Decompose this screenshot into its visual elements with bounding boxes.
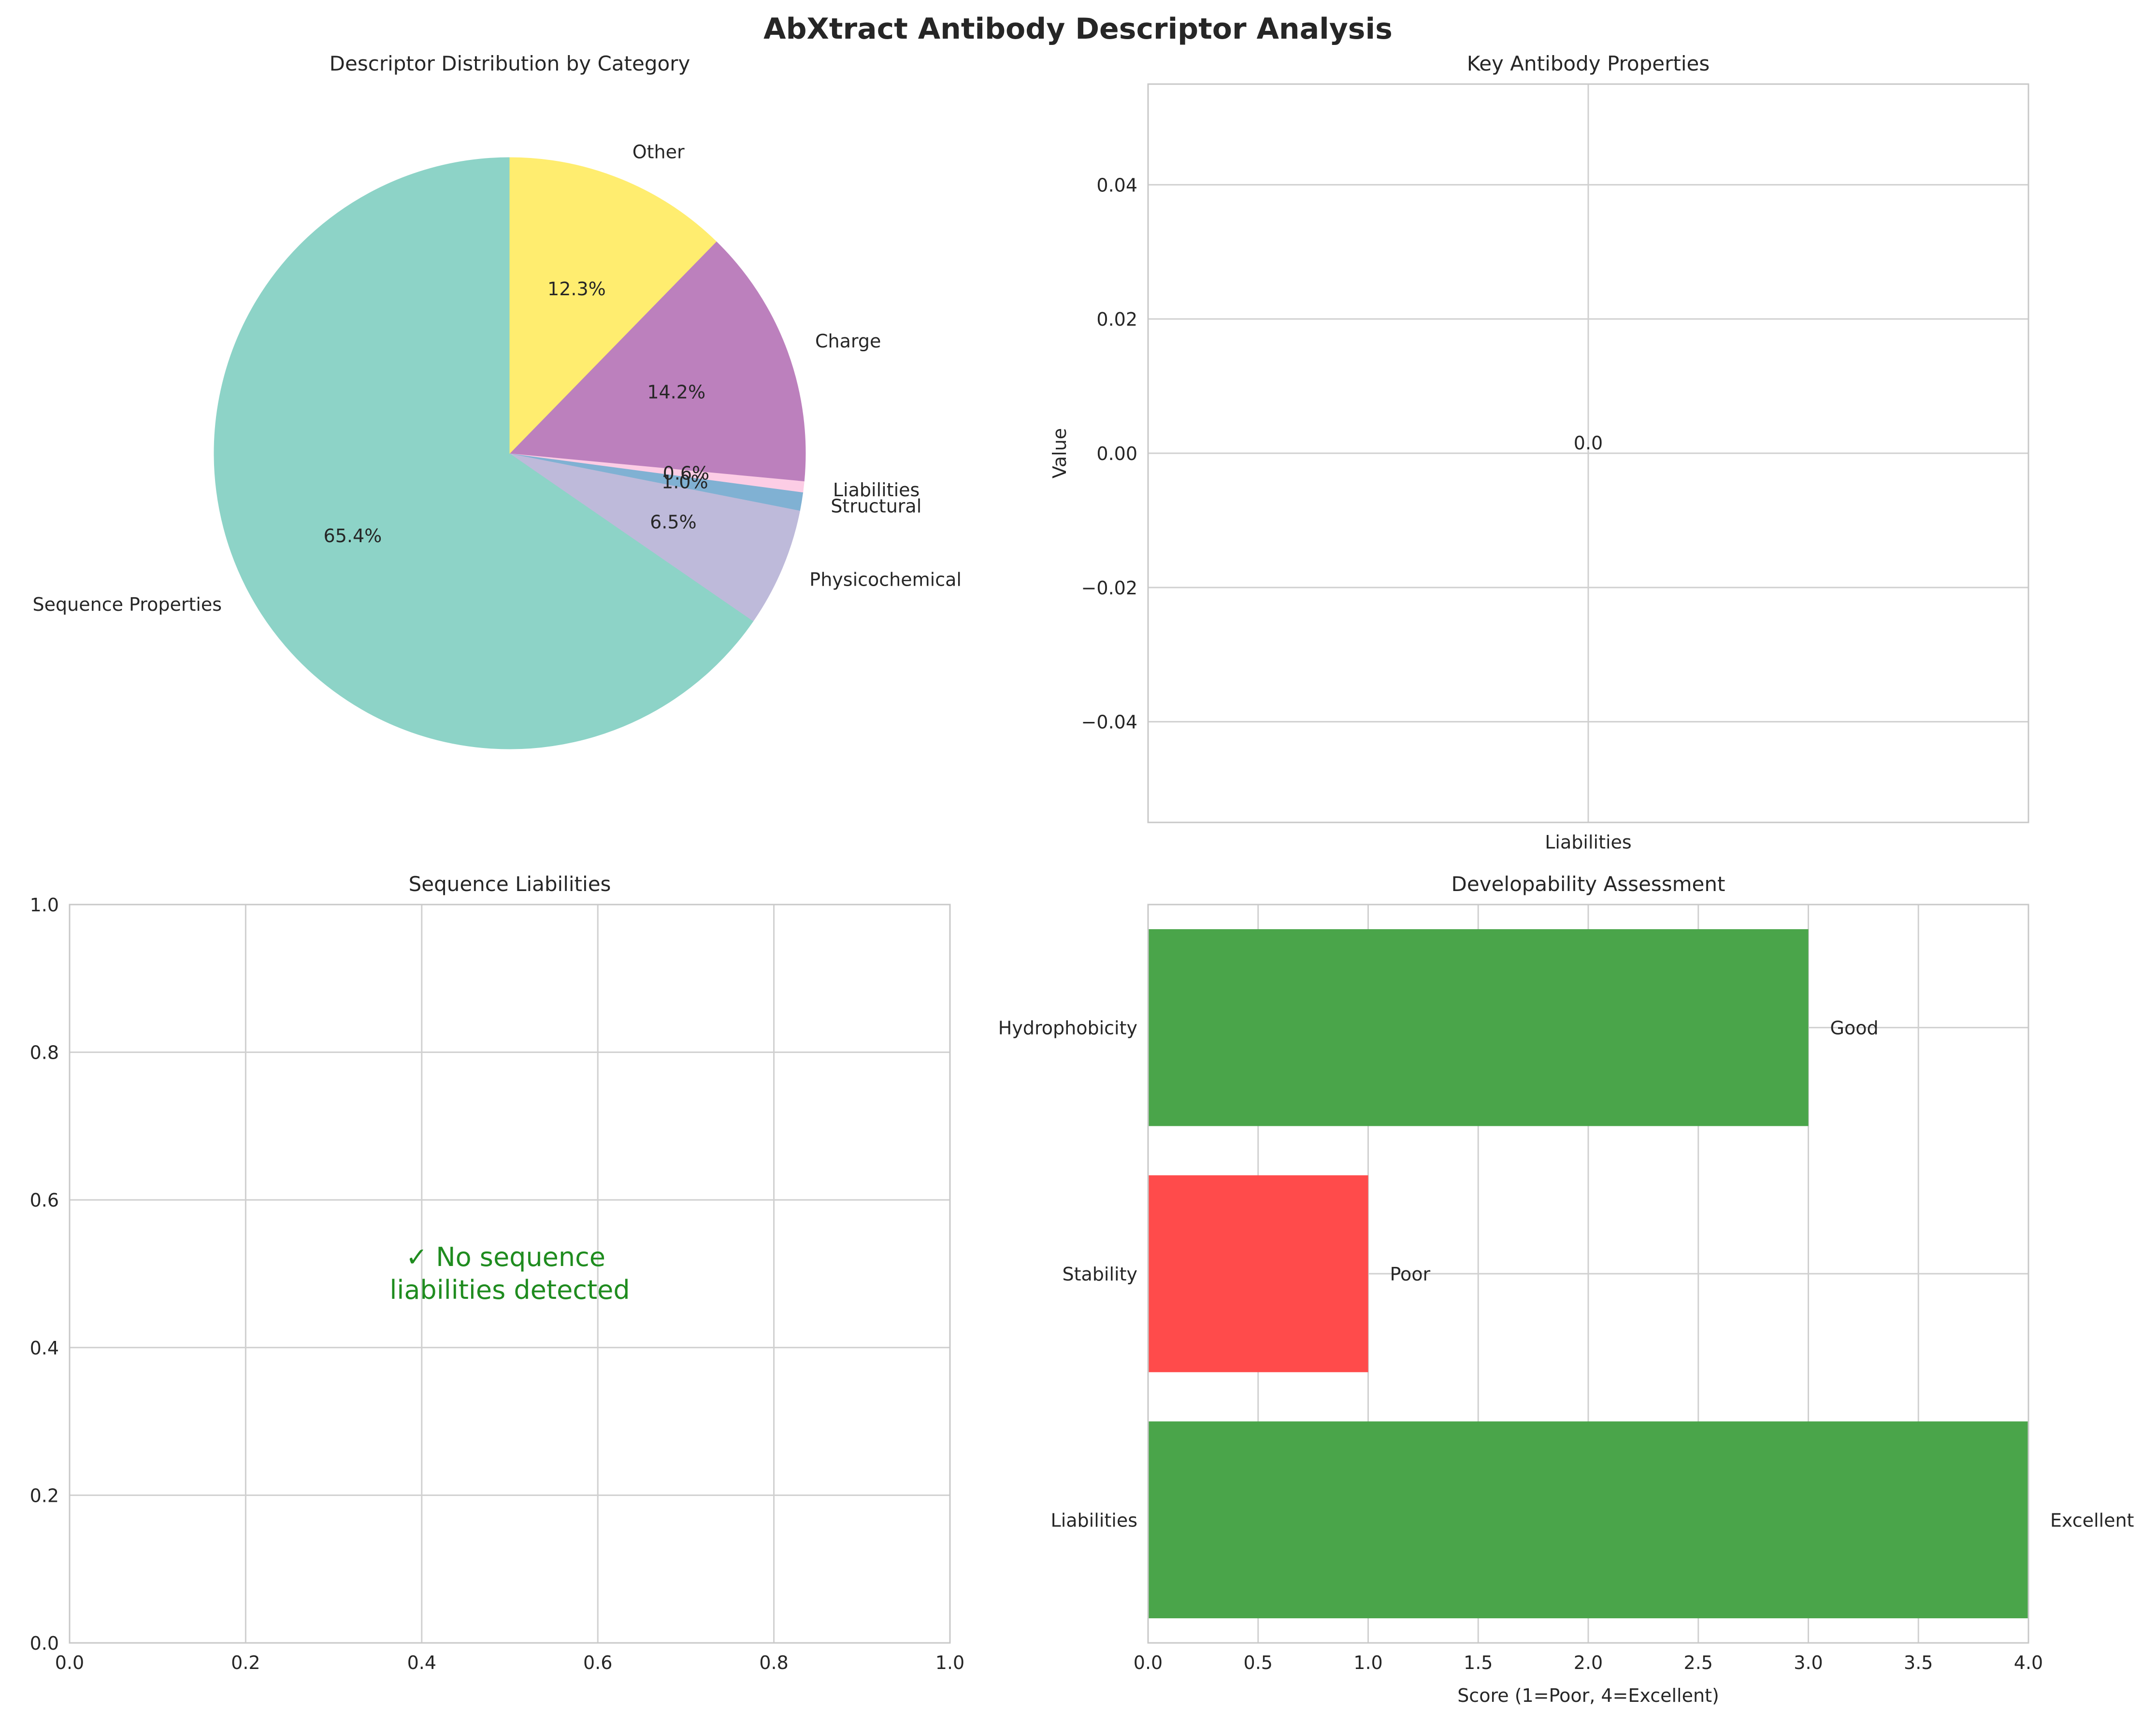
developability-ticks: 0.0 0.5 1.0 1.5 2.0 2.5 3.0 3.5 4.0 Liabilities St… xyxy=(998,1018,2043,1673)
no-liabilities-message: ✓ No sequence liabilities detected xyxy=(389,1242,630,1305)
developability-bars: Excellent Poor Good xyxy=(1148,929,2134,1619)
pie-label-sequence-properties: Sequence Properties xyxy=(33,594,222,615)
liab-x-tick-label: 1.0 xyxy=(935,1652,964,1673)
liab-y-tick-label: 0.0 xyxy=(30,1633,59,1654)
dev-bar-rating-label: Poor xyxy=(1390,1264,1431,1285)
dev-y-tick-label: Stability xyxy=(1063,1264,1138,1285)
developability-panel: Developability Assessment Excellent Poor G… xyxy=(998,872,2134,1706)
liab-x-tick-label: 0.2 xyxy=(231,1652,260,1673)
key-properties-title: Key Antibody Properties xyxy=(1467,52,1710,75)
sequence-liabilities-frame xyxy=(69,904,951,1644)
props-bar-value-label: 0.0 xyxy=(1574,432,1603,454)
pie-label-charge: Charge xyxy=(815,331,881,352)
liab-y-tick-label: 0.6 xyxy=(30,1190,59,1211)
props-y-tick-label: −0.04 xyxy=(1081,712,1137,733)
dev-x-tick-label: 1.0 xyxy=(1353,1652,1382,1673)
developability-frame xyxy=(1147,904,2029,1644)
dev-x-tick-label: 0.0 xyxy=(1134,1652,1163,1673)
sequence-liabilities-title: Sequence Liabilities xyxy=(409,872,611,896)
dev-bar-stability xyxy=(1148,1175,1368,1372)
pie-label-structural: Structural xyxy=(831,496,921,517)
dev-bar-rating-label: Excellent xyxy=(2050,1510,2134,1531)
key-properties-panel: Key Antibody Properties −0.04 −0.02 0.00 0.… xyxy=(1049,52,2029,853)
dev-x-tick-label: 4.0 xyxy=(2014,1652,2043,1673)
sequence-liabilities-grid xyxy=(69,904,951,1644)
dev-x-tick-label: 1.5 xyxy=(1464,1652,1493,1673)
key-properties-ylabel: Value xyxy=(1049,428,1070,478)
developability-title: Developability Assessment xyxy=(1452,872,1725,896)
sequence-liabilities-panel: Sequence Liabilities 0.0 0.2 0.4 0.6 0.8 1.00… xyxy=(30,872,965,1673)
dev-x-tick-label: 3.0 xyxy=(1794,1652,1823,1673)
pie-label-other: Other xyxy=(632,141,685,162)
key-properties-frame xyxy=(1147,83,2029,823)
props-y-tick-label: 0.00 xyxy=(1096,443,1137,464)
dev-y-tick-label: Hydrophobicity xyxy=(998,1018,1137,1039)
key-properties-grid xyxy=(1148,84,2028,822)
liab-x-tick-label: 0.4 xyxy=(407,1652,436,1673)
dev-x-tick-label: 0.5 xyxy=(1244,1652,1273,1673)
key-properties-bars: 0.0 xyxy=(1574,432,1603,454)
dev-bar-rating-label: Good xyxy=(1830,1018,1879,1039)
liab-x-tick-label: 0.0 xyxy=(55,1652,84,1673)
pie-label-liabilities: Liabilities xyxy=(833,479,920,501)
pie-slice-charge xyxy=(509,241,806,482)
pie-percent-charge: 14.2% xyxy=(647,381,705,403)
dev-x-tick-label: 3.5 xyxy=(1904,1652,1933,1673)
developability-xlabel: Score (1=Poor, 4=Excellent) xyxy=(1457,1685,1719,1706)
pie-labels: Sequence Properties 65.4% Physicochemical 6… xyxy=(33,141,962,615)
liab-x-tick-label: 0.8 xyxy=(759,1652,788,1673)
dev-y-tick-label: Liabilities xyxy=(1051,1510,1137,1531)
dev-bar-liabilities xyxy=(1148,1421,2028,1619)
pie-slice-other xyxy=(509,157,717,454)
sequence-liabilities-ticks: 0.0 0.2 0.4 0.6 0.8 1.0 0.0 0.2 0.4 0.6 0.8 1.0 xyxy=(30,894,965,1673)
pie-slices xyxy=(214,157,806,749)
key-properties-ticks: −0.04 −0.02 0.00 0.02 0.04 Liabilities xyxy=(1081,174,1632,853)
pie-slice-physicochemical xyxy=(509,453,801,621)
no-liabilities-message-line-2: liabilities detected xyxy=(389,1275,630,1305)
pie-label-physicochemical: Physicochemical xyxy=(809,569,962,590)
props-y-tick-label: 0.04 xyxy=(1096,174,1137,196)
liab-y-tick-label: 0.4 xyxy=(30,1338,59,1359)
liab-y-tick-label: 1.0 xyxy=(30,894,59,916)
pie-percent-liabilities: 0.6% xyxy=(663,462,710,484)
props-x-tick-label: Liabilities xyxy=(1545,832,1631,853)
props-y-tick-label: −0.02 xyxy=(1081,577,1137,599)
dev-bar-hydrophobicity xyxy=(1148,929,1809,1126)
pie-chart-title: Descriptor Distribution by Category xyxy=(330,52,690,75)
pie-percent-structural: 1.0% xyxy=(661,472,708,493)
liab-x-tick-label: 0.6 xyxy=(583,1652,612,1673)
figure-title: AbXtract Antibody Descriptor Analysis xyxy=(763,12,1393,46)
liab-y-tick-label: 0.2 xyxy=(30,1485,59,1506)
liab-y-tick-label: 0.8 xyxy=(30,1042,59,1064)
pie-percent-sequence-properties: 65.4% xyxy=(324,525,382,547)
pie-percent-physicochemical: 6.5% xyxy=(650,512,697,533)
pie-chart-panel: Descriptor Distribution by Category Sequ… xyxy=(33,52,962,749)
props-y-tick-label: 0.02 xyxy=(1096,309,1137,330)
dev-x-tick-label: 2.0 xyxy=(1574,1652,1603,1673)
pie-percent-other: 12.3% xyxy=(547,278,606,300)
no-liabilities-message-line-1: ✓ No sequence xyxy=(406,1242,605,1272)
dev-x-tick-label: 2.5 xyxy=(1684,1652,1713,1673)
pie-slice-sequence-properties xyxy=(214,157,754,749)
